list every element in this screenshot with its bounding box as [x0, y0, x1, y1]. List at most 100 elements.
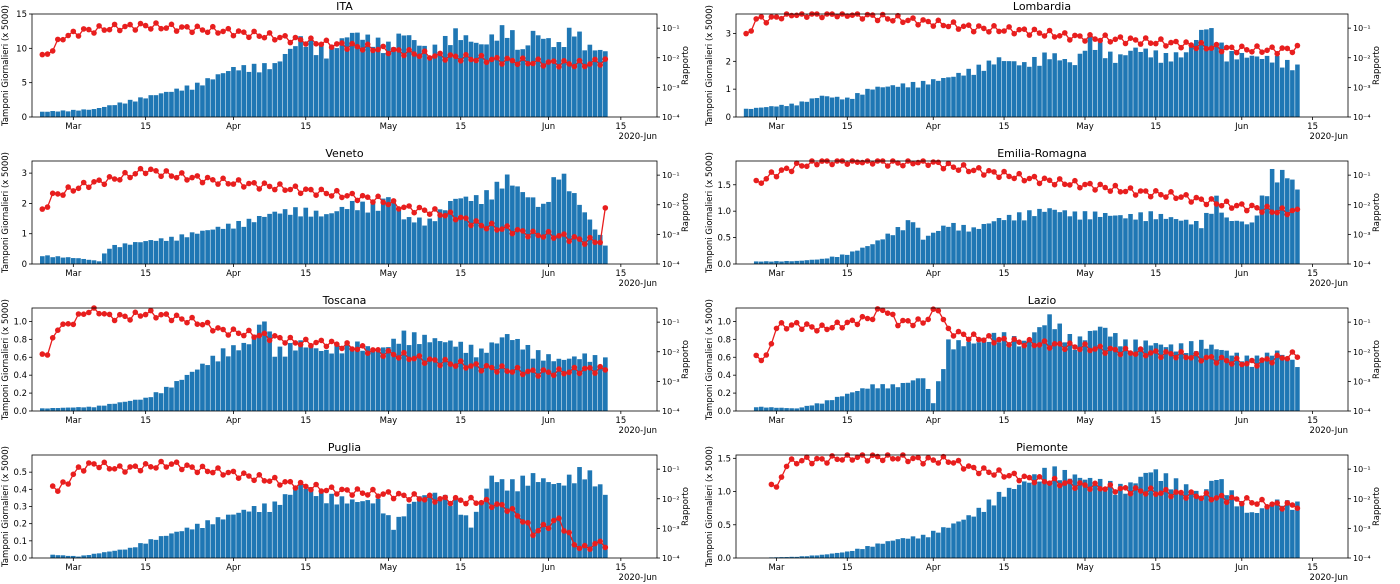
ratio-point: [1092, 346, 1098, 352]
ratio-point: [256, 332, 263, 339]
ratio-point: [509, 505, 516, 512]
x-tick-label: Mar: [768, 122, 785, 132]
bar: [1214, 479, 1219, 558]
ratio-point: [1062, 181, 1068, 188]
bar: [880, 384, 885, 411]
ratio-point: [158, 25, 164, 32]
ratio-point: [1132, 37, 1139, 43]
ratio-point: [354, 346, 361, 353]
ratio-point: [1233, 49, 1240, 56]
bar: [956, 72, 961, 117]
bar: [515, 338, 520, 411]
ratio-point: [344, 487, 350, 493]
ratio-point: [879, 457, 886, 464]
ratio-point: [406, 203, 412, 209]
bar: [458, 341, 464, 411]
bar: [956, 521, 961, 558]
y-tick-label: 1: [22, 230, 27, 240]
ratio-point: [955, 167, 962, 173]
ratio-point: [991, 472, 997, 478]
bar: [55, 408, 61, 411]
ratio-point: [576, 545, 583, 552]
bar: [1168, 344, 1174, 411]
bar: [1204, 489, 1209, 558]
ratio-point: [576, 236, 583, 242]
bar: [231, 514, 236, 558]
ratio-point: [1239, 500, 1245, 507]
ratio-point: [1254, 501, 1260, 507]
bar: [895, 227, 901, 264]
ratio-point: [1026, 474, 1033, 481]
ratio-point: [287, 39, 294, 46]
ratio-point: [1218, 492, 1225, 499]
bar: [910, 536, 916, 558]
ratio-point: [1269, 209, 1275, 215]
bar: [764, 407, 769, 411]
ratio-point: [1279, 355, 1285, 361]
ratio-point: [44, 204, 51, 210]
ratio-point: [452, 216, 459, 223]
bar: [1148, 57, 1154, 117]
ratio-point: [395, 206, 402, 212]
ratio-point: [824, 326, 830, 333]
ratio-point: [895, 160, 901, 166]
bar: [1178, 343, 1184, 411]
bar: [814, 555, 820, 558]
ratio-point: [799, 457, 805, 464]
ratio-point: [106, 174, 113, 180]
right-tick-label: 10⁻⁴: [1353, 260, 1371, 269]
ratio-point: [950, 19, 957, 25]
bar: [1032, 474, 1037, 558]
ratio-point: [1269, 360, 1275, 366]
bar: [442, 494, 448, 558]
bar: [875, 543, 880, 558]
bar: [386, 41, 391, 117]
bar: [370, 351, 376, 411]
y-axis-label: Tamponi Giornalieri (x 5000): [705, 299, 715, 421]
ratio-point: [297, 36, 304, 43]
ratio-point: [965, 463, 972, 469]
bar: [499, 25, 505, 117]
ratio-point: [839, 457, 845, 463]
ratio-point: [1158, 490, 1164, 497]
bar: [1087, 219, 1093, 264]
ratio-point: [1213, 201, 1220, 207]
bar: [200, 85, 205, 117]
bar: [905, 87, 911, 117]
bar: [1057, 212, 1062, 264]
ratio-point: [1208, 45, 1215, 51]
ratio-point: [457, 214, 464, 221]
ratio-point: [587, 61, 593, 67]
bar: [396, 33, 402, 117]
bar: [510, 185, 515, 264]
right-tick-label: 10⁻³: [662, 524, 680, 533]
ratio-point: [1178, 489, 1184, 496]
y-tick-label: 1.0: [717, 317, 731, 327]
bar: [986, 341, 992, 411]
bar: [1006, 487, 1012, 558]
bar: [1001, 220, 1007, 264]
bar: [293, 487, 298, 558]
bar: [308, 216, 314, 264]
ratio-markers: [753, 158, 1301, 218]
bar: [494, 482, 500, 558]
ratio-point: [1284, 211, 1291, 218]
ratio-point: [1097, 181, 1103, 188]
ratio-point: [525, 60, 531, 67]
bar: [324, 58, 329, 117]
ratio-point: [179, 24, 185, 30]
bar: [463, 35, 469, 117]
y-tick-label: 0.6: [717, 353, 731, 363]
bar: [996, 342, 1002, 411]
bar: [1158, 480, 1164, 558]
ratio-point: [173, 174, 180, 181]
ratio-point: [91, 30, 97, 36]
ratio-point: [328, 193, 335, 199]
x-tick-label: 15: [1150, 563, 1161, 573]
bar: [174, 240, 179, 264]
ratio-point: [597, 239, 603, 246]
ratio-point: [814, 455, 820, 462]
bar: [925, 235, 931, 264]
ratio-point: [996, 467, 1002, 473]
right-tick-label: 10⁻²: [662, 495, 680, 504]
